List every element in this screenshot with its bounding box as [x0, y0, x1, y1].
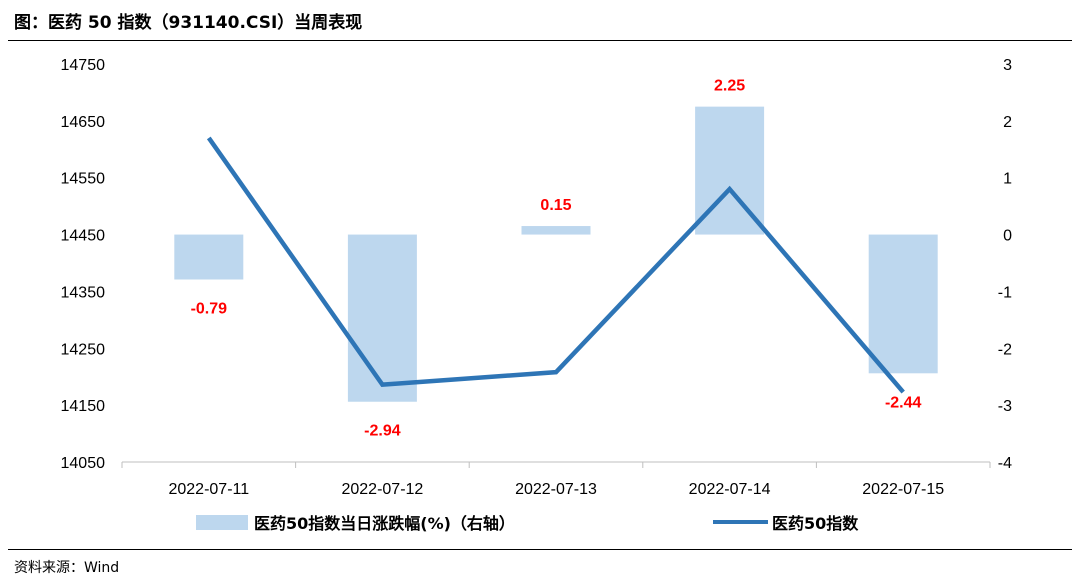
- left-tick-label: 14650: [61, 114, 106, 131]
- right-tick-label: 2: [1003, 114, 1012, 131]
- legend-bar-label: 医药50指数当日涨跌幅(%)（右轴）: [254, 514, 515, 533]
- x-axis: 2022-07-11 2022-07-12 2022-07-13 2022-07-14…: [122, 462, 990, 498]
- x-tick-label: 2022-07-12: [341, 481, 423, 498]
- left-tick-label: 14250: [61, 341, 106, 358]
- data-label: -2.94: [364, 423, 401, 440]
- data-label: -0.79: [191, 300, 228, 317]
- bar-2022-07-15: [869, 235, 938, 374]
- bottom-rule: [8, 549, 1072, 550]
- right-tick-label: -3: [998, 398, 1012, 415]
- right-tick-label: 3: [1003, 57, 1012, 74]
- left-tick-label: 14050: [61, 455, 106, 472]
- data-label: -2.44: [885, 394, 922, 411]
- x-tick-label: 2022-07-13: [515, 481, 597, 498]
- right-tick-label: -4: [998, 455, 1012, 472]
- left-tick-label: 14750: [61, 57, 106, 74]
- legend-line-label: 医药50指数: [772, 514, 859, 533]
- right-tick-label: -1: [998, 284, 1012, 301]
- x-tick-label: 2022-07-14: [689, 481, 771, 498]
- left-tick-label: 14350: [61, 284, 106, 301]
- chart: 14750 14650 14550 14450 14350 14250 14150 14050…: [0, 0, 1080, 549]
- right-axis: 3 2 1 0 -1 -2 -3 -4: [998, 57, 1012, 472]
- line-series: [209, 138, 903, 392]
- left-tick-label: 14550: [61, 171, 106, 188]
- legend: 医药50指数当日涨跌幅(%)（右轴） 医药50指数: [196, 514, 859, 533]
- bar-2022-07-11: [174, 235, 243, 280]
- source-note: 资料来源：Wind: [14, 557, 119, 577]
- bar-2022-07-13: [522, 226, 591, 235]
- x-tick-label: 2022-07-15: [862, 481, 944, 498]
- left-axis: 14750 14650 14550 14450 14350 14250 14150 14050: [61, 57, 106, 472]
- data-label: 2.25: [714, 78, 745, 95]
- right-tick-label: 1: [1003, 171, 1012, 188]
- right-tick-label: 0: [1003, 228, 1012, 245]
- x-tick-label: 2022-07-11: [168, 481, 249, 498]
- data-label: 0.15: [540, 197, 571, 214]
- legend-bar-swatch: [196, 515, 248, 530]
- left-tick-label: 14450: [61, 228, 106, 245]
- index-line: [209, 138, 903, 392]
- data-labels: -0.79 -2.94 0.15 2.25 -2.44: [191, 78, 922, 440]
- right-tick-label: -2: [998, 341, 1012, 358]
- bar-2022-07-12: [348, 235, 417, 402]
- left-tick-label: 14150: [61, 398, 106, 415]
